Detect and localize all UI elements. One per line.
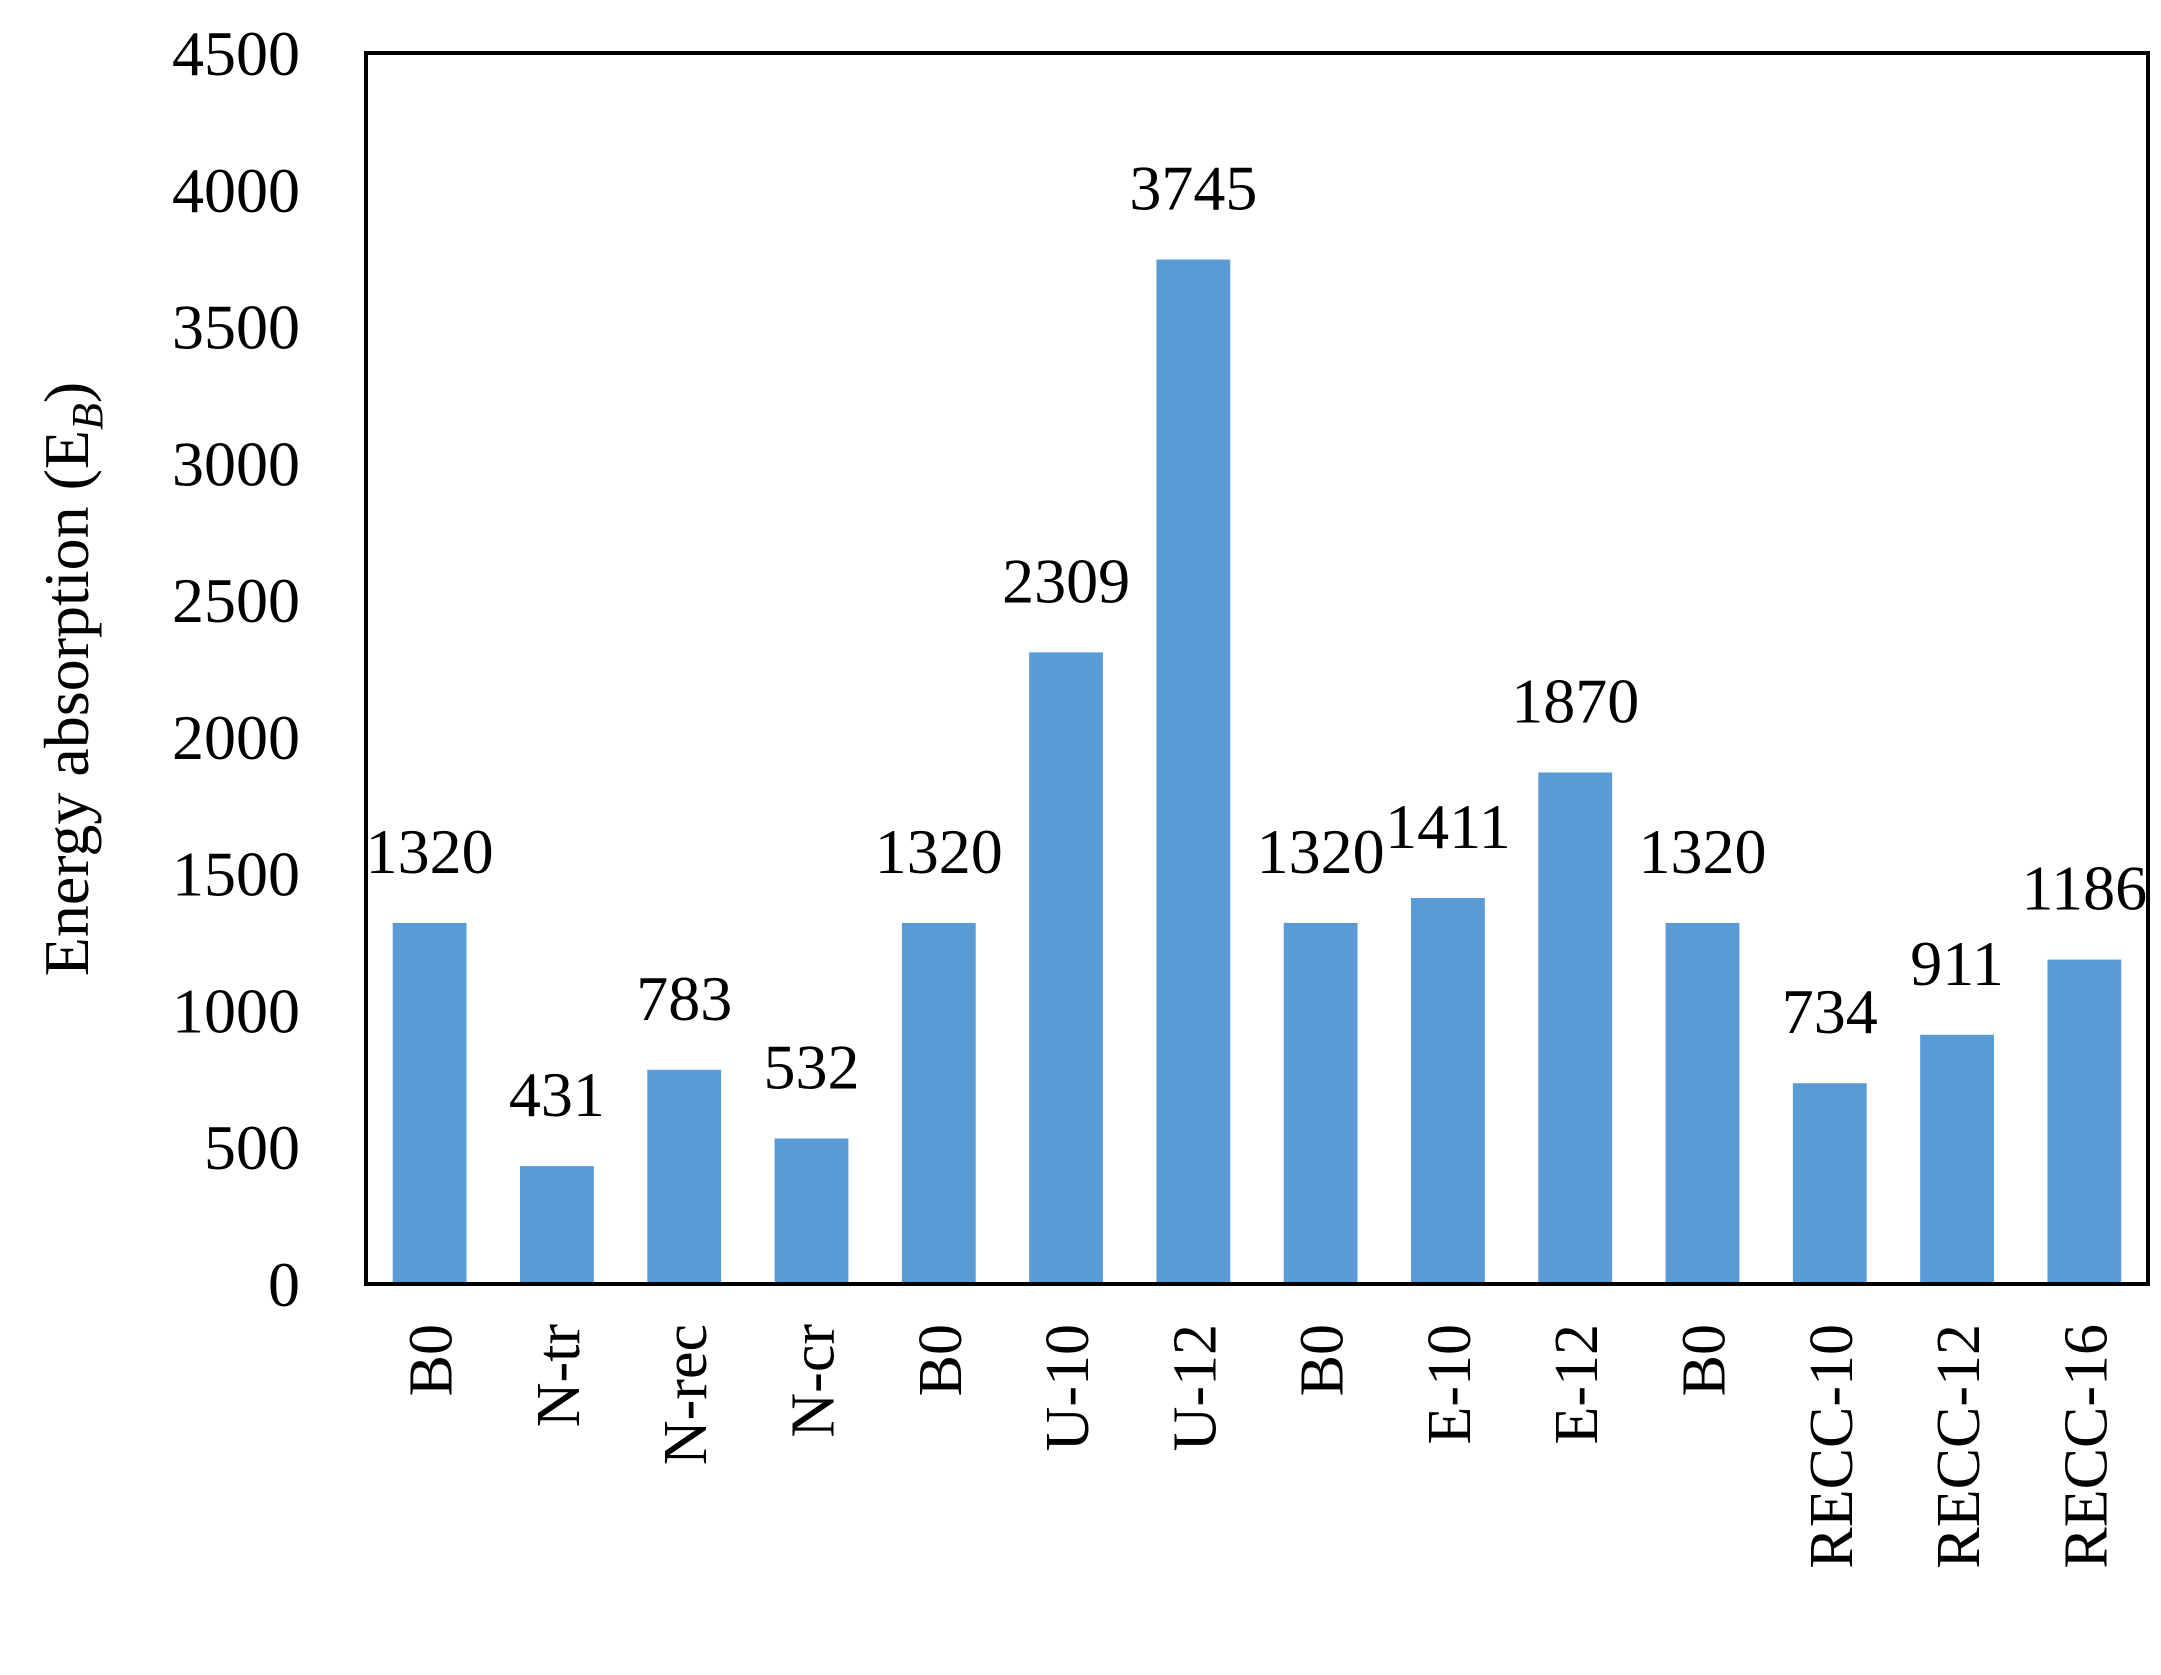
y-tick-label: 2500 bbox=[172, 565, 300, 636]
y-tick-label: 3500 bbox=[172, 292, 300, 363]
bar bbox=[901, 922, 976, 1284]
data-label: 783 bbox=[636, 963, 732, 1034]
data-label: 1870 bbox=[1511, 665, 1639, 736]
bar bbox=[2047, 959, 2122, 1284]
bar bbox=[1792, 1083, 1867, 1284]
data-label: 2309 bbox=[1002, 545, 1130, 616]
data-label: 911 bbox=[1910, 928, 2004, 999]
bar bbox=[1411, 898, 1485, 1284]
bar bbox=[1665, 922, 1740, 1284]
bar bbox=[1283, 922, 1358, 1284]
bar bbox=[392, 922, 467, 1284]
y-tick-label: 1000 bbox=[172, 975, 300, 1046]
data-label: 1186 bbox=[2022, 853, 2148, 924]
x-axis-categories: B0 N-tr N-rec N-cr B0 U-10 U-12 B0 E-10 E-12 B0 REC… bbox=[398, 1324, 2121, 1569]
y-axis-ticks: 0 500 1000 1500 2000 2500 3000 3500 4000 4500 bbox=[172, 18, 300, 1320]
data-label: 431 bbox=[509, 1059, 605, 1130]
x-category-label: RECC-10 bbox=[1798, 1324, 1866, 1569]
x-category-label: N-tr bbox=[525, 1324, 593, 1428]
y-tick-label: 2000 bbox=[172, 702, 300, 773]
bar bbox=[647, 1069, 722, 1284]
bars-layer bbox=[392, 259, 2122, 1285]
y-tick-label: 4000 bbox=[172, 155, 300, 226]
y-axis-title-subscript: B bbox=[63, 403, 112, 430]
bar bbox=[1029, 652, 1103, 1284]
data-label: 532 bbox=[764, 1031, 860, 1102]
y-tick-label: 1500 bbox=[172, 839, 300, 910]
y-tick-label: 0 bbox=[268, 1249, 300, 1320]
y-axis-title: Energy absorption (EB) bbox=[31, 382, 112, 976]
y-tick-label: 3000 bbox=[172, 428, 300, 499]
x-category-label: B0 bbox=[1289, 1324, 1357, 1396]
bar bbox=[774, 1138, 849, 1284]
data-label: 734 bbox=[1782, 976, 1878, 1047]
data-label: 1411 bbox=[1385, 791, 1511, 862]
x-category-label: B0 bbox=[1671, 1324, 1739, 1396]
data-label: 1320 bbox=[1639, 816, 1767, 887]
x-category-label: N-cr bbox=[780, 1324, 848, 1438]
data-label: 3745 bbox=[1129, 153, 1257, 224]
x-category-label: E-10 bbox=[1416, 1324, 1484, 1445]
x-category-label: E-12 bbox=[1543, 1324, 1611, 1445]
bar bbox=[1538, 772, 1613, 1284]
bar bbox=[520, 1166, 594, 1284]
x-category-label: B0 bbox=[907, 1324, 975, 1396]
x-category-label: U-10 bbox=[1034, 1324, 1102, 1451]
y-tick-label: 500 bbox=[204, 1112, 300, 1183]
y-tick-label: 4500 bbox=[172, 18, 300, 89]
x-category-label: RECC-12 bbox=[1925, 1324, 1993, 1569]
x-category-label: N-rec bbox=[652, 1324, 720, 1465]
data-label: 1320 bbox=[366, 816, 494, 887]
y-axis-title-suffix: ) bbox=[31, 382, 102, 403]
x-category-label: U-12 bbox=[1161, 1324, 1229, 1451]
x-category-label: RECC-16 bbox=[2052, 1324, 2120, 1569]
x-category-label: B0 bbox=[398, 1324, 466, 1396]
data-label: 1320 bbox=[875, 816, 1003, 887]
y-axis-title-text: Energy absorption (E bbox=[31, 430, 102, 976]
plot-area-frame bbox=[364, 51, 2150, 1286]
bar bbox=[1156, 259, 1231, 1285]
data-label: 1320 bbox=[1257, 816, 1385, 887]
bar bbox=[1920, 1034, 1994, 1284]
